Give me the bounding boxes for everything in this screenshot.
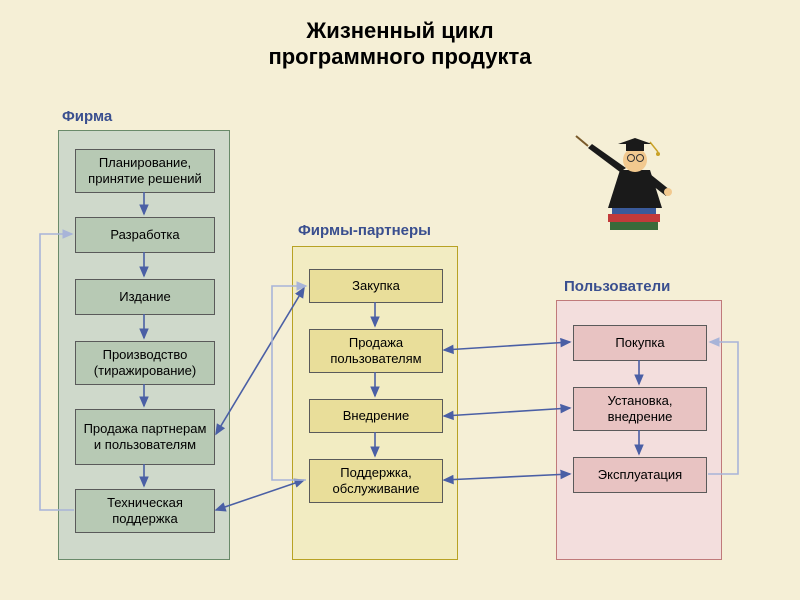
firm-box-0: Планирование, принятие решений [75,149,215,193]
firm-box-5: Техническая поддержка [75,489,215,533]
page-title: Жизненный цикл программного продукта [0,0,800,71]
users-box-2: Эксплуатация [573,457,707,493]
firm-column: Планирование, принятие решений Разработка… [58,130,230,560]
partners-box-0: Закупка [309,269,443,303]
partners-box-3: Поддержка, обслуживание [309,459,443,503]
partners-label: Фирмы-партнеры [298,222,431,239]
professor-icon [570,130,690,245]
users-box-0: Покупка [573,325,707,361]
firm-label: Фирма [62,108,112,125]
firm-box-1: Разработка [75,217,215,253]
firm-box-3: Производство (тиражирование) [75,341,215,385]
users-label: Пользователи [564,278,670,295]
users-column: Покупка Установка, внедрение Эксплуатация [556,300,722,560]
firm-box-2: Издание [75,279,215,315]
title-line-2: программного продукта [268,44,531,69]
users-box-1: Установка, внедрение [573,387,707,431]
partners-column: Закупка Продажа пользователям Внедрение Под… [292,246,458,560]
firm-box-4: Продажа партнерам и пользователям [75,409,215,465]
partners-box-1: Продажа пользователям [309,329,443,373]
title-line-1: Жизненный цикл [306,18,493,43]
partners-box-2: Внедрение [309,399,443,433]
